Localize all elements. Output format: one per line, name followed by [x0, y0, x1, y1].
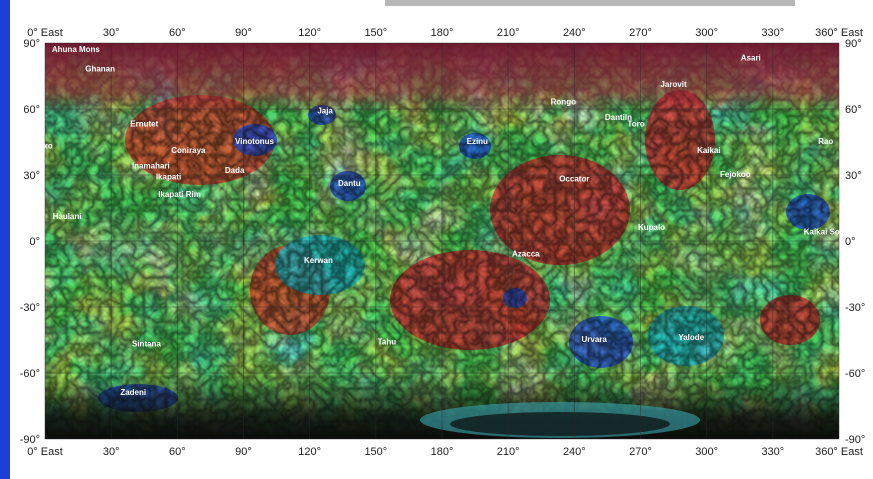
feature-label-ghanan: Ghanan [85, 65, 115, 74]
feature-label-toro: Toro [627, 120, 644, 129]
feature-label-oxo: Oxo [37, 142, 53, 151]
left-latitude-label: 30° [23, 170, 40, 182]
top-longitude-label: 120° [298, 27, 321, 39]
right-latitude-labels: 90° 60° 30° 0° -30° -60° -90° [845, 38, 865, 446]
bottom-longitude-label: 60° [169, 446, 186, 458]
feature-label-fejokoo: Fejokoo [720, 170, 751, 179]
feature-labels: Ahuna Mons Ghanan Ernutet Occator Urvara Yalo… [37, 45, 852, 397]
top-longitude-label: 30° [103, 27, 120, 39]
left-latitude-label: 0° [29, 236, 40, 248]
bottom-longitude-label: 300° [695, 446, 718, 458]
feature-label-urvara: Urvara [582, 335, 608, 344]
feature-label-occator: Occator [559, 175, 589, 184]
top-longitude-label: 60° [169, 27, 186, 39]
left-latitude-label: -60° [20, 368, 40, 380]
feature-label-zadeni: Zadeni [120, 388, 146, 397]
left-latitude-label: -90° [20, 434, 40, 446]
top-longitude-label: 90° [235, 27, 252, 39]
feature-label-dantiln: Dantiln [605, 113, 632, 122]
feature-label-tahu: Tahu [378, 337, 397, 346]
bottom-longitude-label: 90° [235, 446, 252, 458]
right-latitude-label: -60° [845, 368, 865, 380]
bottom-longitude-label: 240° [563, 446, 586, 458]
right-latitude-label: -30° [845, 302, 865, 314]
feature-label-ikapati: Ikapati [156, 172, 181, 181]
top-longitude-labels: 0° East 30° 60° 90° 120° 150° 180° 210° 240° 270°… [27, 27, 863, 39]
map-grid [44, 42, 840, 440]
bottom-longitude-label: 30° [103, 446, 120, 458]
bottom-longitude-label: 120° [298, 446, 321, 458]
right-latitude-label: 90° [845, 38, 862, 50]
bottom-longitude-label: 150° [364, 446, 387, 458]
top-bar [385, 0, 795, 6]
top-longitude-label: 360° East [815, 27, 863, 39]
feature-label-ernutet: Ernutet [130, 120, 158, 129]
right-latitude-label: -90° [845, 434, 865, 446]
top-longitude-label: 180° [431, 27, 454, 39]
bottom-longitude-label: 330° [761, 446, 784, 458]
feature-label-asari: Asari [741, 54, 761, 63]
feature-label-ezinu: Ezinu [467, 137, 488, 146]
left-latitude-labels: 90° 60° 30° 0° -30° -60° -90° [20, 38, 40, 446]
feature-label-dada: Dada [225, 166, 245, 175]
feature-label-sintana: Sintana [132, 340, 161, 349]
top-longitude-label: 150° [364, 27, 387, 39]
feature-label-ikapati-rim: Ikapati Rim [158, 190, 201, 199]
feature-label-ahuna-mons: Ahuna Mons [52, 45, 101, 54]
feature-label-rao: Rao [818, 137, 833, 146]
top-longitude-label: 270° [629, 27, 652, 39]
feature-label-haulani: Haulani [53, 212, 82, 221]
top-longitude-label: 240° [563, 27, 586, 39]
top-longitude-label: 300° [695, 27, 718, 39]
bottom-longitude-label: 360° East [815, 446, 863, 458]
top-longitude-label: 0° East [27, 27, 63, 39]
feature-label-kaikai-south: Kaikai South [804, 227, 853, 236]
feature-label-kupalo: Kupalo [638, 223, 665, 232]
feature-label-coniraya: Coniraya [171, 146, 206, 155]
feature-label-jarovit: Jarovit [660, 80, 687, 89]
feature-label-dantu: Dantu [338, 179, 361, 188]
feature-label-rongo: Rongo [551, 98, 576, 107]
bottom-longitude-label: 0° East [27, 446, 63, 458]
left-latitude-label: 60° [23, 104, 40, 116]
right-latitude-label: 60° [845, 104, 862, 116]
left-latitude-label: 90° [23, 38, 40, 50]
top-longitude-label: 330° [761, 27, 784, 39]
feature-label-yalode: Yalode [678, 333, 704, 342]
right-latitude-label: 0° [845, 236, 856, 248]
right-latitude-label: 30° [845, 170, 862, 182]
bottom-longitude-label: 210° [497, 446, 520, 458]
feature-label-vinotonus: Vinotonus [235, 137, 275, 146]
feature-label-azacca: Azacca [512, 249, 540, 258]
feature-label-jaja: Jaja [317, 106, 333, 115]
bottom-longitude-labels: 0° East 30° 60° 90° 120° 150° 180° 210° 240° 270°… [27, 446, 863, 458]
feature-label-inamahari: Inamahari [132, 161, 170, 170]
bottom-longitude-label: 180° [431, 446, 454, 458]
feature-label-kaikai: Kaikai [697, 146, 721, 155]
left-latitude-label: -30° [20, 302, 40, 314]
top-longitude-label: 210° [497, 27, 520, 39]
bottom-longitude-label: 270° [629, 446, 652, 458]
feature-label-kerwan: Kerwan [304, 256, 333, 265]
